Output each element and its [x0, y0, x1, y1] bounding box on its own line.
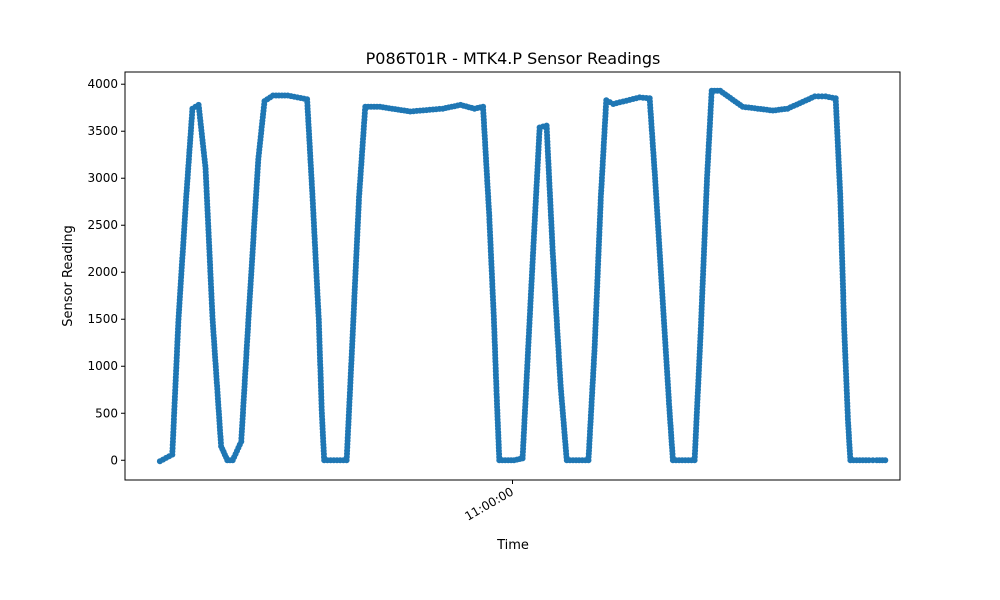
y-tick-label: 1000	[87, 359, 118, 373]
x-axis-label: Time	[496, 538, 529, 553]
y-axis-label: Sensor Reading	[61, 225, 76, 326]
y-tick-label: 2500	[87, 218, 118, 232]
y-tick-label: 3000	[87, 171, 118, 185]
plot-area	[156, 87, 889, 465]
y-axis-ticks: 0 500 1000 1500 2000 2500 3000 3500 4000	[87, 77, 125, 467]
y-tick-label: 2000	[87, 265, 118, 279]
y-tick-label: 3500	[87, 124, 118, 138]
chart-title: P086T01R - MTK4.P Sensor Readings	[366, 49, 661, 68]
y-tick-label: 500	[95, 406, 118, 420]
y-tick-label: 0	[110, 453, 118, 467]
y-tick-label: 4000	[87, 77, 118, 91]
y-tick-label: 1500	[87, 312, 118, 326]
data-point	[882, 457, 889, 464]
